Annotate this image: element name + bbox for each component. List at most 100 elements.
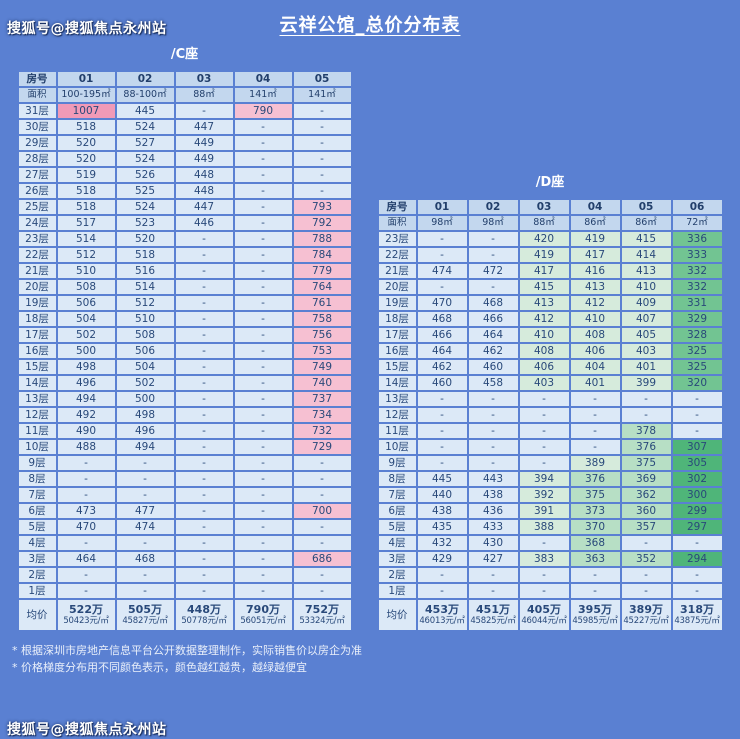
table-row: 14层 460 458 403 401 399 320 (378, 376, 722, 390)
price-cell: - (621, 392, 671, 406)
floor-label: 13层 (18, 392, 56, 406)
price-cell: - (234, 312, 292, 326)
price-cell: 473 (57, 504, 115, 518)
average-total: 505万 (128, 603, 162, 617)
price-cell: 506 (116, 344, 174, 358)
price-cell: - (293, 120, 351, 134)
room-number-cell: 01 (417, 200, 467, 214)
price-cell: 446 (175, 216, 233, 230)
price-cell: 498 (57, 360, 115, 374)
footnotes: * 根据深圳市房地产信息平台公开数据整理制作，实际销售价以房企为准 * 价格梯度… (12, 643, 740, 676)
price-cell: - (234, 184, 292, 198)
price-cell: - (57, 536, 115, 550)
average-total: 405万 (527, 603, 561, 617)
floor-label: 20层 (18, 280, 56, 294)
price-cell: 433 (468, 520, 518, 534)
floor-label: 12层 (378, 408, 416, 422)
price-cell: 399 (621, 376, 671, 390)
price-cell: 518 (57, 200, 115, 214)
price-cell: - (417, 568, 467, 582)
price-cell: - (234, 168, 292, 182)
price-cell: 790 (234, 104, 292, 118)
floor-label: 24层 (18, 216, 56, 230)
price-cell: - (234, 472, 292, 486)
price-cell: 332 (672, 280, 722, 294)
price-cell: - (234, 328, 292, 342)
price-cell: 389 (570, 456, 620, 470)
price-cell: 496 (57, 376, 115, 390)
price-cell: - (672, 536, 722, 550)
price-cell: 407 (621, 312, 671, 326)
floor-label: 14层 (18, 376, 56, 390)
price-cell: - (234, 504, 292, 518)
floor-label: 19层 (378, 296, 416, 310)
price-cell: - (175, 392, 233, 406)
price-cell: - (234, 392, 292, 406)
price-cell: - (234, 568, 292, 582)
table-row: 17层 466 464 410 408 405 328 (378, 328, 722, 342)
price-cell: 504 (57, 312, 115, 326)
price-cell: - (519, 392, 569, 406)
price-cell: 392 (519, 488, 569, 502)
average-total: 453万 (425, 603, 459, 617)
price-cell: 448 (175, 168, 233, 182)
floor-label: 18层 (378, 312, 416, 326)
price-cell: - (234, 296, 292, 310)
average-unit-price: 50423元/㎡ (63, 616, 109, 627)
table-row: 7层 - - - - - (18, 488, 351, 502)
floor-label: 13层 (378, 392, 416, 406)
table-row: 9层 - - -389 375 305 (378, 456, 722, 470)
table-row: 31层 1007 445-790- (18, 104, 351, 118)
price-cell: - (116, 536, 174, 550)
price-table-d: 房号 01 02 03 04 05 06 面积 98㎡ 98㎡ 88㎡ 86㎡ 86㎡ 72㎡ 23层 - -4… (377, 198, 724, 632)
average-cell: 389万 45227元/㎡ (621, 600, 671, 630)
average-total: 448万 (187, 603, 221, 617)
price-cell: 523 (116, 216, 174, 230)
area-cell: 141㎡ (293, 88, 351, 102)
floor-label: 16层 (378, 344, 416, 358)
price-cell: - (234, 200, 292, 214)
table-row: 28层 520 524 449- - (18, 152, 351, 166)
price-cell: 514 (116, 280, 174, 294)
price-table-c: 房号 01 02 03 04 05 面积 100-195㎡ 88-100㎡ 88㎡ 141㎡ 141㎡… (17, 70, 353, 632)
price-cell: 403 (621, 344, 671, 358)
average-label: 均价 (378, 600, 416, 630)
average-cell: 453万 46013元/㎡ (417, 600, 467, 630)
table-row: 5层 470 474- - - (18, 520, 351, 534)
price-cell: 464 (57, 552, 115, 566)
table-row: 8层 - - - - - (18, 472, 351, 486)
average-cell: 505万 45827元/㎡ (116, 600, 174, 630)
price-cell: 403 (519, 376, 569, 390)
room-number-cell: 04 (570, 200, 620, 214)
floor-label: 3层 (378, 552, 416, 566)
price-cell: - (234, 536, 292, 550)
floor-label: 28层 (18, 152, 56, 166)
price-cell: - (672, 584, 722, 598)
price-cell: 352 (621, 552, 671, 566)
table-row: 4层 432 430-368- - (378, 536, 722, 550)
price-cell: - (570, 408, 620, 422)
price-cell: 512 (57, 248, 115, 262)
building-d-label: /D座 (535, 175, 565, 190)
area-cell: 100-195㎡ (57, 88, 115, 102)
price-cell: 363 (570, 552, 620, 566)
price-cell: - (175, 232, 233, 246)
floor-label: 22层 (18, 248, 56, 262)
price-cell: - (57, 488, 115, 502)
table-row: 22层 - -419 417 414 333 (378, 248, 722, 262)
average-unit-price: 50778元/㎡ (181, 616, 227, 627)
floor-label: 22层 (378, 248, 416, 262)
price-cell: 394 (519, 472, 569, 486)
price-cell: 438 (417, 504, 467, 518)
price-cell: 492 (57, 408, 115, 422)
price-cell: 510 (116, 312, 174, 326)
price-cell: - (293, 488, 351, 502)
price-cell: 376 (621, 440, 671, 454)
price-cell: 430 (468, 536, 518, 550)
price-cell: 496 (116, 424, 174, 438)
table-row: 1层 - - - - - (18, 584, 351, 598)
price-cell: 749 (293, 360, 351, 374)
building-c-label: /C座 (170, 47, 199, 62)
room-number-cell: 01 (57, 72, 115, 86)
price-cell: - (468, 232, 518, 246)
